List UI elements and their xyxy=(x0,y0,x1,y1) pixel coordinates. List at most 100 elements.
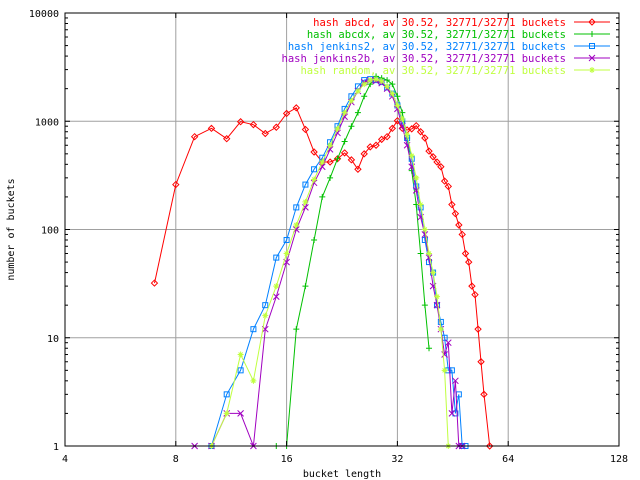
data-point xyxy=(367,77,374,84)
grid xyxy=(65,13,619,446)
data-point xyxy=(250,377,257,384)
data-point xyxy=(334,129,341,137)
data-point xyxy=(223,410,230,417)
ticks: 4 8 16 32 64 128 1 10 100 1000 10000 xyxy=(29,9,628,465)
legend-label: hash jenkins2b, av 30.52, 32771/32771 bu… xyxy=(282,53,566,65)
data-point xyxy=(383,132,391,141)
data-point xyxy=(437,326,444,333)
data-point xyxy=(440,177,449,185)
data-point xyxy=(448,200,456,209)
data-point xyxy=(416,128,425,136)
data-point xyxy=(366,143,374,151)
data-point xyxy=(293,326,300,333)
data-point xyxy=(417,250,424,257)
data-point xyxy=(334,155,341,162)
data-point xyxy=(421,231,429,238)
data-point xyxy=(471,290,479,299)
data-point xyxy=(384,77,391,84)
data-point xyxy=(477,358,485,366)
data-point xyxy=(310,148,318,156)
data-point xyxy=(207,124,216,133)
data-point xyxy=(327,142,334,149)
data-point xyxy=(272,293,280,300)
data-point xyxy=(399,115,406,122)
data-point xyxy=(311,166,318,173)
y-tick-label: 1 xyxy=(53,442,59,453)
data-point xyxy=(326,146,334,153)
y-tick-label: 10000 xyxy=(29,9,59,20)
x-tick-label: 64 xyxy=(502,454,514,465)
series-layer xyxy=(150,73,494,450)
data-point xyxy=(404,131,411,138)
data-point xyxy=(412,121,420,130)
data-point xyxy=(341,138,348,145)
data-point xyxy=(340,149,349,157)
data-point xyxy=(408,152,415,159)
data-point xyxy=(589,67,595,73)
data-point xyxy=(190,132,199,141)
x-tick-label: 8 xyxy=(173,454,179,465)
data-point xyxy=(394,102,401,109)
data-point xyxy=(452,377,459,385)
x-tick-label: 32 xyxy=(391,454,403,465)
data-point xyxy=(389,81,396,88)
data-point xyxy=(588,54,596,62)
data-point xyxy=(237,367,244,374)
data-point xyxy=(425,254,433,261)
data-point xyxy=(377,135,386,144)
data-point xyxy=(293,222,300,229)
data-point xyxy=(421,236,428,243)
y-tick-label: 1000 xyxy=(35,117,59,128)
legend-label: hash abcdx, av 30.52, 32771/32771 bucket… xyxy=(307,29,566,41)
data-point xyxy=(261,129,269,138)
data-point xyxy=(326,158,334,166)
series-line xyxy=(211,78,449,447)
data-point xyxy=(327,174,334,181)
data-point xyxy=(237,410,244,417)
data-point xyxy=(348,123,355,130)
data-point xyxy=(302,283,309,290)
data-point xyxy=(360,150,368,158)
data-point xyxy=(429,153,437,161)
data-point xyxy=(354,88,361,95)
data-point xyxy=(373,76,380,83)
data-point xyxy=(354,165,362,173)
data-point xyxy=(417,201,424,208)
data-point xyxy=(172,180,180,189)
data-point xyxy=(292,104,300,112)
data-point xyxy=(319,193,326,200)
data-point xyxy=(237,351,244,358)
data-point xyxy=(421,226,428,233)
data-point xyxy=(452,410,459,417)
data-point xyxy=(485,442,494,450)
data-point xyxy=(448,410,456,417)
data-point xyxy=(262,312,269,319)
series-5 xyxy=(208,76,452,449)
data-point xyxy=(333,155,342,163)
data-point xyxy=(589,43,595,49)
data-point xyxy=(433,301,441,309)
data-point xyxy=(283,236,290,243)
data-point xyxy=(262,302,269,309)
x-tick-label: 4 xyxy=(62,454,68,465)
data-point xyxy=(589,31,595,37)
data-point xyxy=(354,109,361,116)
series-4 xyxy=(191,76,466,450)
data-point xyxy=(319,159,326,166)
data-point xyxy=(318,163,326,171)
data-point xyxy=(272,123,280,131)
data-point xyxy=(378,78,385,85)
data-point xyxy=(461,249,470,258)
data-point xyxy=(273,283,280,290)
data-point xyxy=(421,302,428,309)
legend-label: hash jenkins2, av 30.52, 32771/32771 buc… xyxy=(288,41,566,53)
legend-label: hash random, av 30.52, 32771/32771 bucke… xyxy=(300,65,566,77)
series-3 xyxy=(208,76,469,449)
data-point xyxy=(293,204,300,211)
data-point xyxy=(451,209,460,218)
legend: hash abcd, av 30.52, 32771/32771 buckets… xyxy=(282,17,610,77)
data-point xyxy=(282,109,291,118)
data-point xyxy=(394,93,401,100)
data-point xyxy=(458,230,466,239)
